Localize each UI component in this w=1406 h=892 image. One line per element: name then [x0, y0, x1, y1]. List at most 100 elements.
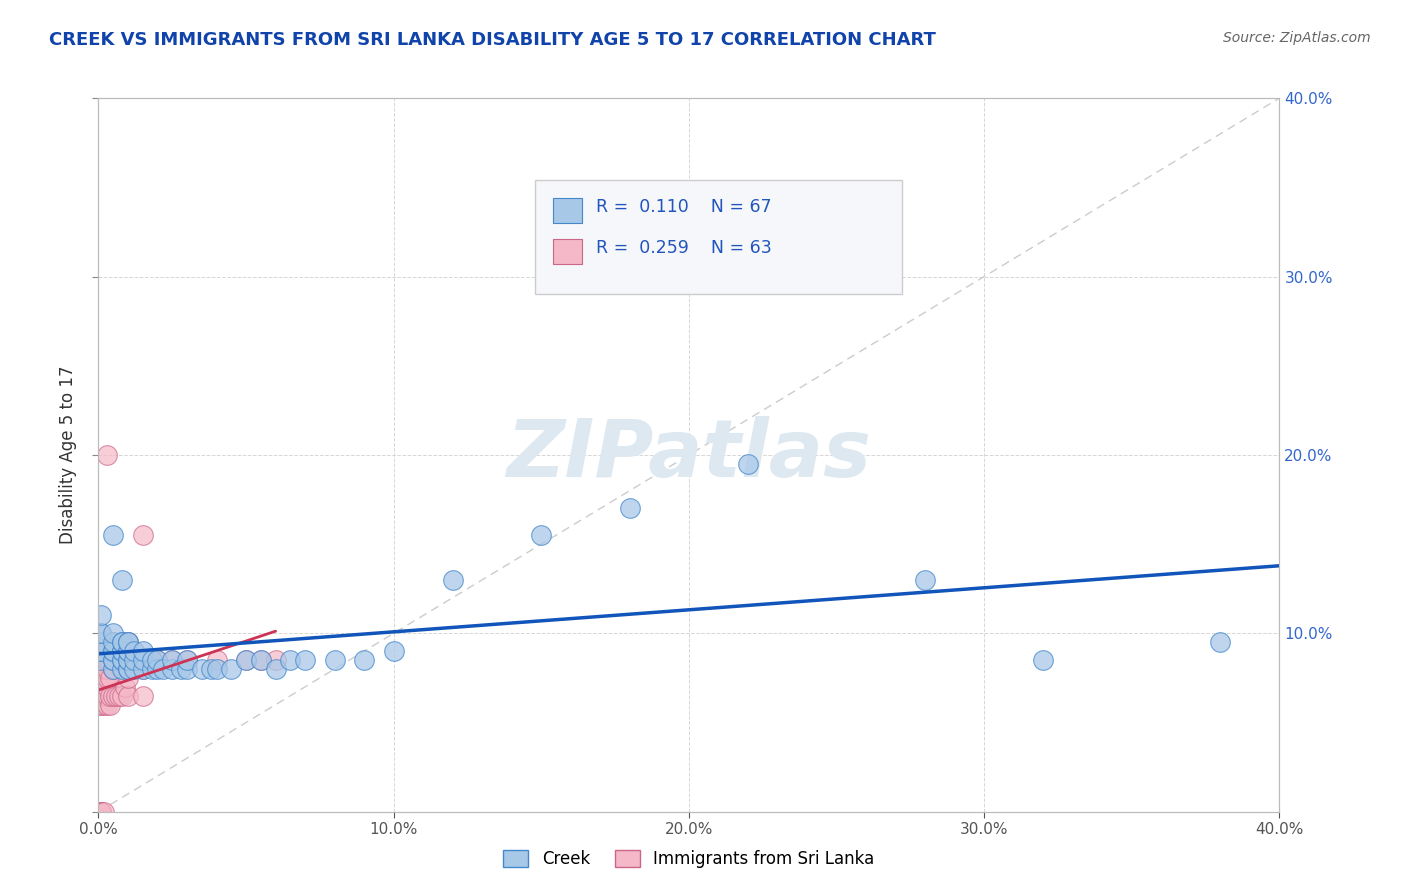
- Point: [111, 635, 134, 649]
- Legend: Creek, Immigrants from Sri Lanka: Creek, Immigrants from Sri Lanka: [496, 843, 882, 875]
- Point: [90, 644, 112, 658]
- Point: [103, 662, 125, 676]
- Point: [382, 644, 405, 658]
- Point: [111, 662, 134, 676]
- Point: [117, 635, 139, 649]
- Point: [93, 653, 115, 667]
- Point: [96, 662, 118, 676]
- Point: [162, 662, 183, 676]
- Point: [619, 501, 641, 516]
- Point: [111, 653, 134, 667]
- Point: [117, 662, 139, 676]
- Text: Source: ZipAtlas.com: Source: ZipAtlas.com: [1223, 31, 1371, 45]
- Y-axis label: Disability Age 5 to 17: Disability Age 5 to 17: [59, 366, 77, 544]
- Point: [96, 448, 118, 462]
- Point: [103, 644, 125, 658]
- Point: [90, 653, 112, 667]
- Point: [103, 653, 125, 667]
- Point: [111, 662, 134, 676]
- Point: [235, 653, 257, 667]
- Point: [89, 805, 111, 819]
- Point: [111, 573, 134, 587]
- Point: [96, 671, 118, 685]
- Text: CREEK VS IMMIGRANTS FROM SRI LANKA DISABILITY AGE 5 TO 17 CORRELATION CHART: CREEK VS IMMIGRANTS FROM SRI LANKA DISAB…: [49, 31, 936, 49]
- Point: [103, 689, 125, 703]
- Point: [89, 671, 111, 685]
- Point: [96, 653, 118, 667]
- Point: [141, 653, 163, 667]
- Point: [89, 662, 111, 676]
- Point: [132, 644, 155, 658]
- Point: [103, 644, 125, 658]
- Point: [323, 653, 346, 667]
- Point: [117, 671, 139, 685]
- Point: [278, 653, 302, 667]
- Point: [93, 698, 115, 712]
- Point: [90, 662, 112, 676]
- Point: [103, 635, 125, 649]
- Point: [176, 662, 198, 676]
- Point: [89, 805, 111, 819]
- Point: [146, 653, 169, 667]
- Point: [103, 662, 125, 676]
- Point: [132, 662, 155, 676]
- Point: [117, 653, 139, 667]
- Point: [294, 653, 316, 667]
- Point: [205, 662, 228, 676]
- Point: [96, 698, 118, 712]
- Point: [93, 680, 115, 694]
- Point: [117, 635, 139, 649]
- Point: [170, 662, 193, 676]
- Point: [90, 680, 112, 694]
- Point: [530, 528, 553, 542]
- Point: [250, 653, 273, 667]
- Text: ZIPatlas: ZIPatlas: [506, 416, 872, 494]
- Point: [117, 644, 139, 658]
- Point: [98, 671, 121, 685]
- Point: [90, 626, 112, 640]
- Point: [103, 626, 125, 640]
- FancyBboxPatch shape: [536, 180, 901, 294]
- Point: [141, 662, 163, 676]
- Point: [117, 662, 139, 676]
- Bar: [553, 198, 582, 223]
- Point: [914, 573, 936, 587]
- Point: [111, 689, 134, 703]
- Point: [111, 635, 134, 649]
- Point: [93, 689, 115, 703]
- Point: [89, 653, 111, 667]
- Text: R =  0.259    N = 63: R = 0.259 N = 63: [596, 239, 772, 257]
- Point: [111, 644, 134, 658]
- Bar: [553, 239, 582, 264]
- Point: [117, 644, 139, 658]
- Point: [103, 528, 125, 542]
- Point: [441, 573, 464, 587]
- Point: [90, 805, 112, 819]
- Point: [117, 662, 139, 676]
- Point: [103, 635, 125, 649]
- Point: [250, 653, 273, 667]
- Point: [90, 644, 112, 658]
- Point: [200, 662, 222, 676]
- Point: [114, 680, 136, 694]
- Point: [105, 653, 128, 667]
- Point: [122, 653, 145, 667]
- Point: [103, 653, 125, 667]
- Point: [122, 662, 145, 676]
- Point: [132, 653, 155, 667]
- Point: [132, 528, 155, 542]
- Point: [152, 662, 174, 676]
- Point: [146, 662, 169, 676]
- Point: [191, 662, 214, 676]
- Point: [111, 653, 134, 667]
- Point: [219, 662, 242, 676]
- Point: [114, 653, 136, 667]
- Point: [141, 653, 163, 667]
- Point: [90, 644, 112, 658]
- Point: [93, 635, 115, 649]
- Point: [89, 680, 111, 694]
- Point: [90, 608, 112, 623]
- Point: [89, 805, 111, 819]
- Point: [737, 457, 759, 471]
- Point: [89, 698, 111, 712]
